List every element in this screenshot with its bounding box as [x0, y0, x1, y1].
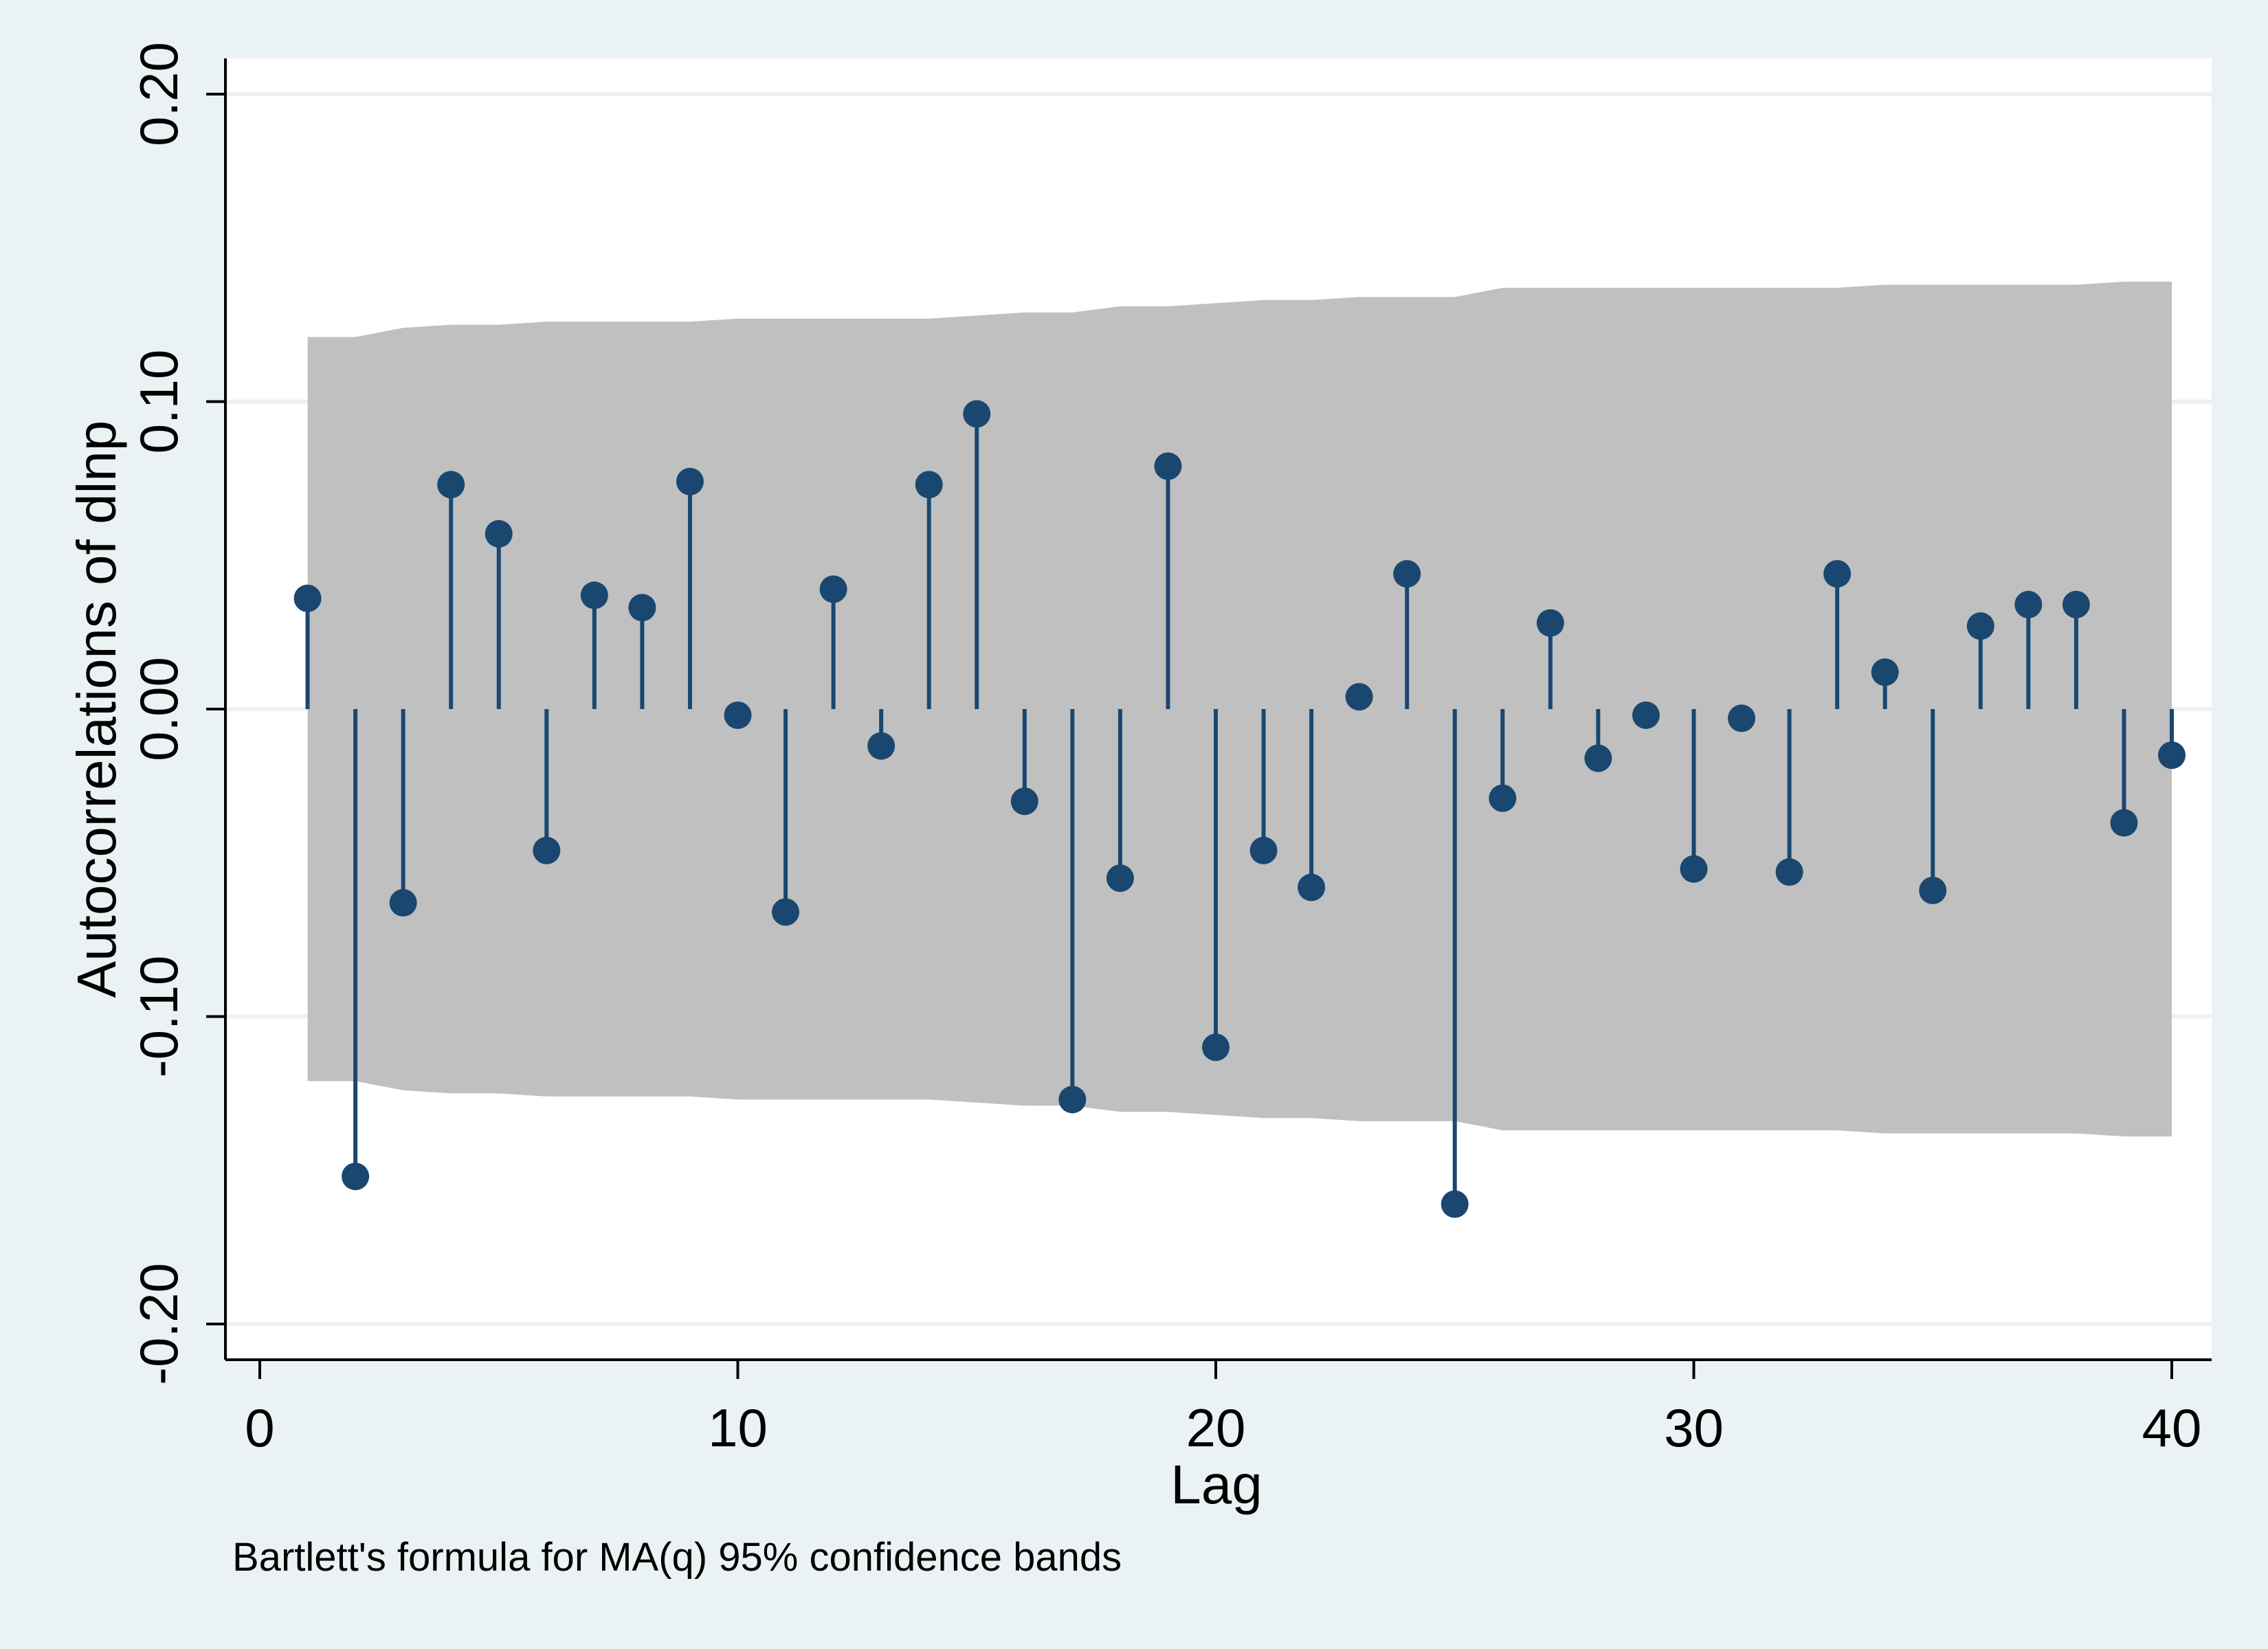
- acf-point: [819, 575, 847, 603]
- y-tick-label: 0.00: [129, 657, 189, 761]
- acf-point: [963, 400, 991, 428]
- acf-point: [1249, 836, 1278, 864]
- acf-point: [1345, 683, 1373, 711]
- acf-point: [724, 701, 752, 729]
- y-axis-title: Autocorrelations of dlnp: [66, 420, 127, 998]
- acf-point: [2110, 809, 2138, 837]
- x-ticks: 0 10 20 30 40: [245, 1360, 2201, 1458]
- acf-point: [2158, 741, 2186, 770]
- acf-point: [628, 594, 656, 622]
- x-tick-label: 20: [1186, 1398, 1246, 1458]
- x-tick-label: 0: [245, 1398, 274, 1458]
- x-tick-label: 10: [708, 1398, 768, 1458]
- acf-point: [293, 584, 322, 612]
- acf-point: [1632, 701, 1660, 729]
- acf-stems: [293, 400, 2186, 1218]
- acf-point: [1823, 560, 1852, 588]
- acf-point: [1298, 873, 1326, 901]
- x-tick-label: 40: [2142, 1398, 2202, 1458]
- acf-point: [1106, 864, 1134, 893]
- acf-point: [1010, 787, 1038, 816]
- acf-point: [389, 888, 417, 917]
- acf-point: [2062, 590, 2090, 618]
- y-tick-label: 0.10: [129, 350, 189, 454]
- x-axis-title: Lag: [1170, 1454, 1262, 1515]
- acf-point: [1202, 1033, 1230, 1062]
- acf-point: [533, 836, 561, 864]
- acf-point: [915, 471, 943, 499]
- acf-point: [342, 1163, 370, 1191]
- acf-point: [580, 581, 608, 609]
- y-tick-label: -0.10: [129, 956, 189, 1078]
- acf-point: [1775, 858, 1803, 886]
- acf-point: [437, 471, 465, 499]
- acf-point: [1536, 609, 1564, 637]
- acf-point: [1441, 1190, 1469, 1218]
- y-tick-label: -0.20: [129, 1263, 189, 1385]
- y-tick-label: 0.20: [129, 42, 189, 146]
- acf-point: [1058, 1086, 1087, 1114]
- acf-point: [485, 519, 513, 548]
- acf-point: [1680, 855, 1708, 883]
- acf-point: [772, 898, 800, 926]
- acf-point: [1154, 452, 1182, 480]
- y-ticks: -0.20 -0.10 0.00 0.10 0.20: [129, 42, 225, 1385]
- x-tick-label: 30: [1664, 1398, 1724, 1458]
- acf-point: [1871, 658, 1899, 686]
- acf-point: [676, 467, 704, 495]
- acf-point: [1966, 612, 1994, 640]
- acf-point: [1489, 784, 1517, 812]
- acf-point: [1584, 744, 1612, 772]
- acf-point: [867, 732, 896, 760]
- acf-point: [2014, 590, 2043, 618]
- acf-point: [1728, 704, 1756, 732]
- chart-note: Bartlett's formula for MA(q) 95% confide…: [232, 1535, 1122, 1580]
- acf-point: [1393, 560, 1421, 588]
- confidence-band: [307, 282, 2172, 1136]
- acf-point: [1919, 877, 1947, 905]
